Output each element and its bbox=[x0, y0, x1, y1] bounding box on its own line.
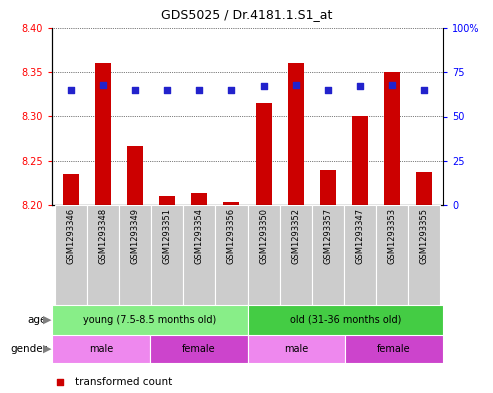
Text: female: female bbox=[182, 344, 215, 354]
Text: GSM1293348: GSM1293348 bbox=[99, 208, 108, 264]
FancyBboxPatch shape bbox=[247, 205, 280, 305]
FancyBboxPatch shape bbox=[87, 205, 119, 305]
Point bbox=[99, 81, 107, 88]
FancyBboxPatch shape bbox=[119, 205, 151, 305]
FancyBboxPatch shape bbox=[280, 205, 312, 305]
Text: GSM1293357: GSM1293357 bbox=[323, 208, 332, 264]
Text: gender: gender bbox=[10, 344, 47, 354]
FancyBboxPatch shape bbox=[344, 205, 376, 305]
Text: male: male bbox=[284, 344, 309, 354]
FancyBboxPatch shape bbox=[247, 305, 443, 335]
Text: female: female bbox=[377, 344, 411, 354]
FancyBboxPatch shape bbox=[345, 335, 443, 363]
Bar bbox=[63, 174, 79, 205]
Text: GSM1293354: GSM1293354 bbox=[195, 208, 204, 264]
FancyBboxPatch shape bbox=[215, 205, 247, 305]
Bar bbox=[255, 103, 272, 205]
FancyBboxPatch shape bbox=[55, 205, 87, 305]
FancyBboxPatch shape bbox=[376, 205, 408, 305]
Bar bbox=[287, 63, 304, 205]
Bar bbox=[159, 196, 176, 205]
Point bbox=[67, 87, 75, 93]
FancyBboxPatch shape bbox=[52, 305, 247, 335]
Text: GSM1293356: GSM1293356 bbox=[227, 208, 236, 264]
Text: GSM1293351: GSM1293351 bbox=[163, 208, 172, 264]
Point bbox=[131, 87, 139, 93]
Text: ▶: ▶ bbox=[42, 344, 51, 354]
Point bbox=[196, 87, 204, 93]
Point bbox=[356, 83, 364, 90]
Text: GSM1293352: GSM1293352 bbox=[291, 208, 300, 264]
Point bbox=[228, 87, 236, 93]
Point bbox=[324, 87, 332, 93]
FancyBboxPatch shape bbox=[247, 335, 345, 363]
Point bbox=[315, 62, 322, 69]
FancyBboxPatch shape bbox=[151, 205, 183, 305]
Bar bbox=[95, 63, 111, 205]
FancyBboxPatch shape bbox=[150, 335, 247, 363]
Text: young (7.5-8.5 months old): young (7.5-8.5 months old) bbox=[83, 315, 216, 325]
Text: GSM1293355: GSM1293355 bbox=[419, 208, 428, 264]
Text: GSM1293350: GSM1293350 bbox=[259, 208, 268, 264]
Text: ▶: ▶ bbox=[42, 315, 51, 325]
Text: old (31-36 months old): old (31-36 months old) bbox=[289, 315, 401, 325]
FancyBboxPatch shape bbox=[312, 205, 344, 305]
Point bbox=[260, 83, 268, 90]
Text: GSM1293346: GSM1293346 bbox=[67, 208, 76, 264]
Text: age: age bbox=[28, 315, 47, 325]
Point bbox=[420, 87, 428, 93]
Point bbox=[388, 81, 396, 88]
FancyBboxPatch shape bbox=[408, 205, 440, 305]
Text: GSM1293347: GSM1293347 bbox=[355, 208, 364, 264]
Bar bbox=[384, 72, 400, 205]
Bar bbox=[223, 202, 240, 205]
Text: GDS5025 / Dr.4181.1.S1_at: GDS5025 / Dr.4181.1.S1_at bbox=[161, 8, 332, 21]
Point bbox=[292, 81, 300, 88]
FancyBboxPatch shape bbox=[183, 205, 215, 305]
Bar bbox=[191, 193, 208, 205]
Bar bbox=[352, 116, 368, 205]
FancyBboxPatch shape bbox=[52, 335, 150, 363]
Text: male: male bbox=[89, 344, 113, 354]
Point bbox=[164, 87, 172, 93]
Text: transformed count: transformed count bbox=[75, 377, 173, 387]
Point bbox=[315, 263, 322, 269]
Text: GSM1293349: GSM1293349 bbox=[131, 208, 140, 264]
Text: GSM1293353: GSM1293353 bbox=[387, 208, 396, 264]
Bar bbox=[127, 146, 143, 205]
Bar bbox=[416, 172, 432, 205]
Bar bbox=[319, 170, 336, 205]
